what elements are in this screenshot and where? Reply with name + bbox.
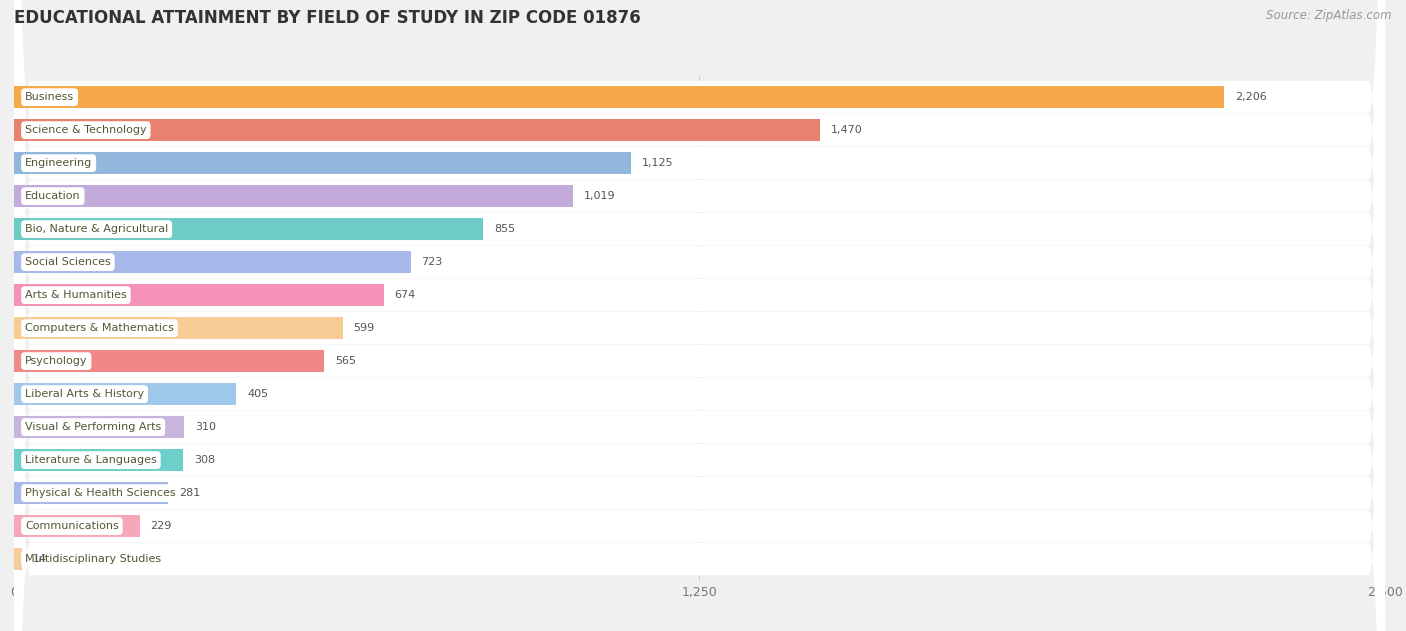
Bar	[14, 285, 384, 306]
Bar	[14, 482, 169, 504]
Text: 2,206: 2,206	[1234, 92, 1267, 102]
Bar	[14, 86, 1223, 108]
Bar	[14, 350, 323, 372]
Text: Computers & Mathematics: Computers & Mathematics	[25, 323, 174, 333]
FancyBboxPatch shape	[14, 0, 1385, 631]
Text: 281: 281	[179, 488, 201, 498]
Bar	[14, 449, 183, 471]
Text: Literature & Languages: Literature & Languages	[25, 455, 157, 465]
FancyBboxPatch shape	[14, 0, 1385, 631]
Bar	[14, 119, 820, 141]
FancyBboxPatch shape	[14, 0, 1385, 631]
Text: 1,125: 1,125	[643, 158, 673, 168]
Text: 1,019: 1,019	[583, 191, 616, 201]
FancyBboxPatch shape	[14, 0, 1385, 631]
Text: Social Sciences: Social Sciences	[25, 257, 111, 267]
FancyBboxPatch shape	[14, 0, 1385, 631]
Bar	[14, 153, 631, 174]
Text: 1,470: 1,470	[831, 125, 863, 135]
Bar	[14, 186, 572, 207]
Text: Visual & Performing Arts: Visual & Performing Arts	[25, 422, 162, 432]
Text: Science & Technology: Science & Technology	[25, 125, 146, 135]
Bar	[14, 251, 411, 273]
Text: Engineering: Engineering	[25, 158, 93, 168]
FancyBboxPatch shape	[14, 0, 1385, 631]
Text: Multidisciplinary Studies: Multidisciplinary Studies	[25, 554, 162, 564]
Text: 674: 674	[395, 290, 416, 300]
Text: Physical & Health Sciences: Physical & Health Sciences	[25, 488, 176, 498]
Text: 723: 723	[422, 257, 443, 267]
Text: Psychology: Psychology	[25, 356, 87, 366]
FancyBboxPatch shape	[14, 0, 1385, 631]
Text: Education: Education	[25, 191, 80, 201]
FancyBboxPatch shape	[14, 0, 1385, 631]
FancyBboxPatch shape	[14, 0, 1385, 631]
FancyBboxPatch shape	[14, 0, 1385, 631]
Bar	[14, 516, 139, 537]
FancyBboxPatch shape	[14, 0, 1385, 631]
Text: 14: 14	[32, 554, 46, 564]
Text: 229: 229	[150, 521, 172, 531]
FancyBboxPatch shape	[14, 0, 1385, 631]
Text: 855: 855	[494, 224, 515, 234]
Bar	[14, 218, 482, 240]
Text: 565: 565	[335, 356, 356, 366]
Bar	[14, 548, 21, 570]
Text: Arts & Humanities: Arts & Humanities	[25, 290, 127, 300]
Text: Business: Business	[25, 92, 75, 102]
FancyBboxPatch shape	[14, 0, 1385, 631]
Text: 308: 308	[194, 455, 215, 465]
Bar	[14, 317, 343, 339]
Text: 599: 599	[353, 323, 375, 333]
Text: 405: 405	[247, 389, 269, 399]
Bar	[14, 384, 236, 405]
Text: Bio, Nature & Agricultural: Bio, Nature & Agricultural	[25, 224, 169, 234]
FancyBboxPatch shape	[14, 0, 1385, 631]
Text: Liberal Arts & History: Liberal Arts & History	[25, 389, 145, 399]
Text: Source: ZipAtlas.com: Source: ZipAtlas.com	[1267, 9, 1392, 23]
Text: EDUCATIONAL ATTAINMENT BY FIELD OF STUDY IN ZIP CODE 01876: EDUCATIONAL ATTAINMENT BY FIELD OF STUDY…	[14, 9, 641, 28]
Text: 310: 310	[195, 422, 217, 432]
Text: Communications: Communications	[25, 521, 118, 531]
Bar	[14, 416, 184, 438]
FancyBboxPatch shape	[14, 0, 1385, 631]
